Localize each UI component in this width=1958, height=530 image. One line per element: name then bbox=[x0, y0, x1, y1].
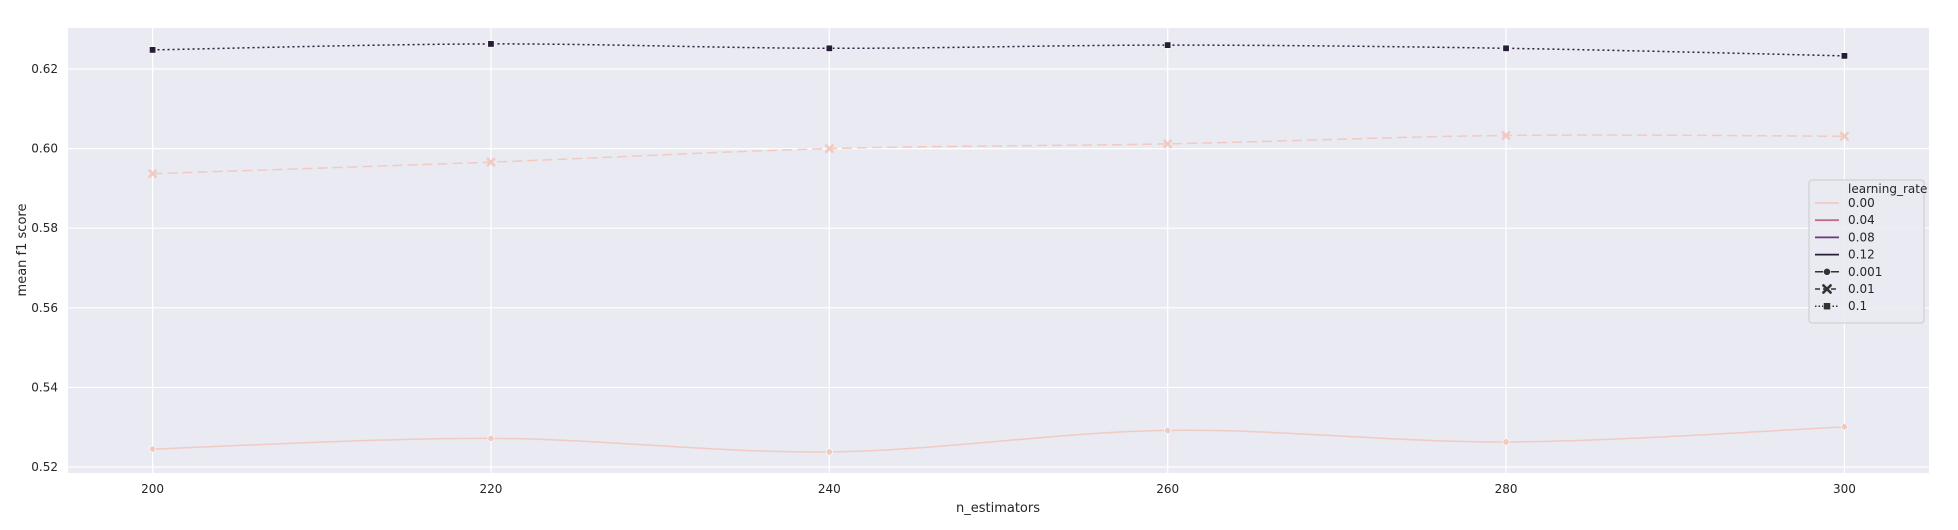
data-point bbox=[487, 40, 495, 48]
data-point bbox=[825, 448, 833, 456]
x-axis-label: n_estimators bbox=[956, 501, 1040, 516]
y-tick-label: 0.52 bbox=[31, 460, 58, 474]
x-tick-label: 240 bbox=[818, 482, 841, 496]
data-point bbox=[149, 46, 157, 54]
data-point bbox=[1501, 130, 1511, 140]
svg-text:0.00: 0.00 bbox=[1848, 196, 1875, 210]
svg-text:0.1: 0.1 bbox=[1848, 299, 1867, 313]
legend-entry: 0.001 bbox=[1815, 265, 1882, 279]
data-point bbox=[486, 157, 496, 167]
legend-entry: 0.12 bbox=[1815, 248, 1875, 262]
data-point bbox=[149, 445, 157, 453]
series-0.1 bbox=[149, 40, 1848, 60]
legend-entry: 0.00 bbox=[1815, 196, 1875, 210]
legend-marker bbox=[1822, 284, 1832, 294]
data-point bbox=[1840, 52, 1848, 60]
y-tick-label: 0.58 bbox=[31, 221, 58, 235]
series-layer bbox=[148, 40, 1849, 456]
legend-title: learning_rate bbox=[1848, 182, 1927, 196]
legend-marker bbox=[1823, 267, 1831, 276]
data-point bbox=[1164, 41, 1172, 49]
data-point bbox=[487, 434, 495, 442]
data-point bbox=[825, 44, 833, 52]
series-line bbox=[152, 134, 1845, 175]
y-tick-label: 0.54 bbox=[31, 380, 58, 394]
y-tick-label: 0.60 bbox=[31, 142, 58, 156]
y-tick-label: 0.62 bbox=[31, 62, 58, 76]
series-line bbox=[152, 426, 1845, 453]
svg-text:0.08: 0.08 bbox=[1848, 230, 1875, 244]
series-0.001 bbox=[149, 423, 1848, 456]
y-axis-label: mean f1 score bbox=[15, 204, 30, 297]
data-point bbox=[1163, 139, 1173, 149]
data-point bbox=[1840, 423, 1848, 431]
legend-marker bbox=[1823, 302, 1831, 311]
legend-entry: 0.04 bbox=[1815, 213, 1875, 227]
legend-entry: 0.08 bbox=[1815, 230, 1875, 244]
data-point bbox=[1164, 426, 1172, 434]
data-point bbox=[1839, 131, 1849, 141]
series-0.01 bbox=[148, 130, 1849, 179]
tick-labels: 200 220 240 260 280 300 0.52 0.54 0.56 0.58 0.60 0.… bbox=[31, 62, 1856, 496]
data-point bbox=[148, 169, 158, 179]
data-point bbox=[1502, 438, 1510, 446]
x-tick-label: 300 bbox=[1833, 482, 1856, 496]
x-tick-label: 280 bbox=[1495, 482, 1518, 496]
y-tick-label: 0.56 bbox=[31, 301, 58, 315]
series-line bbox=[152, 43, 1845, 57]
legend-box bbox=[1808, 179, 1925, 324]
data-point bbox=[1502, 44, 1510, 52]
svg-text:0.12: 0.12 bbox=[1848, 248, 1875, 262]
plot-area bbox=[68, 28, 1929, 473]
x-tick-label: 260 bbox=[1156, 482, 1179, 496]
svg-text:0.04: 0.04 bbox=[1848, 213, 1875, 227]
x-tick-label: 220 bbox=[480, 482, 503, 496]
svg-text:0.001: 0.001 bbox=[1848, 265, 1882, 279]
legend-entry: 0.1 bbox=[1815, 299, 1867, 313]
x-tick-label: 200 bbox=[141, 482, 164, 496]
data-point bbox=[824, 144, 834, 154]
legend-entry: 0.01 bbox=[1815, 282, 1875, 296]
svg-text:0.01: 0.01 bbox=[1848, 282, 1875, 296]
